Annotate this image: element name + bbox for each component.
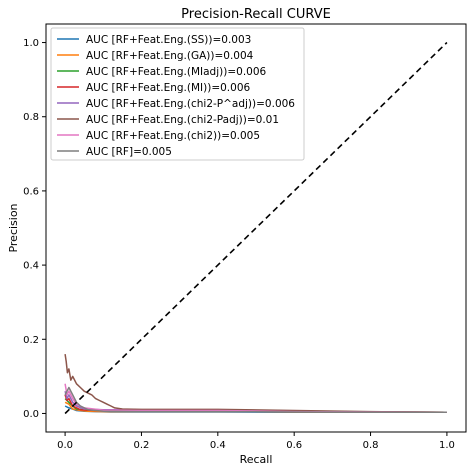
legend-label-3: AUC [RF+Feat.Eng.(MIadj))=0.006: [86, 66, 267, 78]
y-tick-label: 0.2: [23, 335, 39, 346]
chart-title: Precision-Recall CURVE: [181, 7, 331, 22]
x-tick-label: 0.6: [286, 440, 302, 451]
x-tick-label: 1.0: [439, 440, 455, 451]
legend-label-6: AUC [RF+Feat.Eng.(chi2-Padj))=0.01: [86, 114, 279, 126]
legend-label-8: AUC [RF]=0.005: [86, 146, 172, 158]
y-tick-label: 0.0: [23, 409, 39, 420]
series-line-8: [64, 386, 447, 414]
x-tick-label: 0.4: [210, 440, 226, 451]
reference-diagonal-line: [64, 41, 448, 415]
y-axis-label: Precision: [7, 203, 20, 252]
y-tick-label: 0.6: [23, 186, 39, 197]
x-tick-label: 0.2: [134, 440, 150, 451]
plot-area: [45, 23, 467, 433]
x-axis-label: Recall: [240, 453, 273, 466]
legend-label-2: AUC [RF+Feat.Eng.(GA))=0.004: [86, 50, 254, 62]
legend-label-4: AUC [RF+Feat.Eng.(MI))=0.006: [86, 82, 250, 94]
legend-box: [50, 27, 305, 161]
legend-label-1: AUC [RF+Feat.Eng.(SS))=0.003: [86, 34, 251, 46]
x-tick-label: 0.0: [57, 440, 73, 451]
legend-label-7: AUC [RF+Feat.Eng.(chi2))=0.005: [86, 130, 260, 142]
y-tick-label: 0.4: [23, 261, 39, 272]
x-tick-label: 0.8: [363, 440, 379, 451]
series-layer: [64, 41, 448, 415]
y-tick-label: 1.0: [23, 38, 39, 49]
y-tick-label: 0.8: [23, 112, 39, 123]
series-line-6: [64, 353, 447, 414]
legend: AUC [RF+Feat.Eng.(SS))=0.003 AUC [RF+Feat…: [50, 27, 305, 161]
legend-label-5: AUC [RF+Feat.Eng.(chi2-P^adj))=0.006: [86, 98, 295, 110]
axis-ticks: 0.0 0.2 0.4 0.6 0.8 1.0 0.0 0.2 0.4 0.6 0.8 1.0: [23, 38, 455, 451]
